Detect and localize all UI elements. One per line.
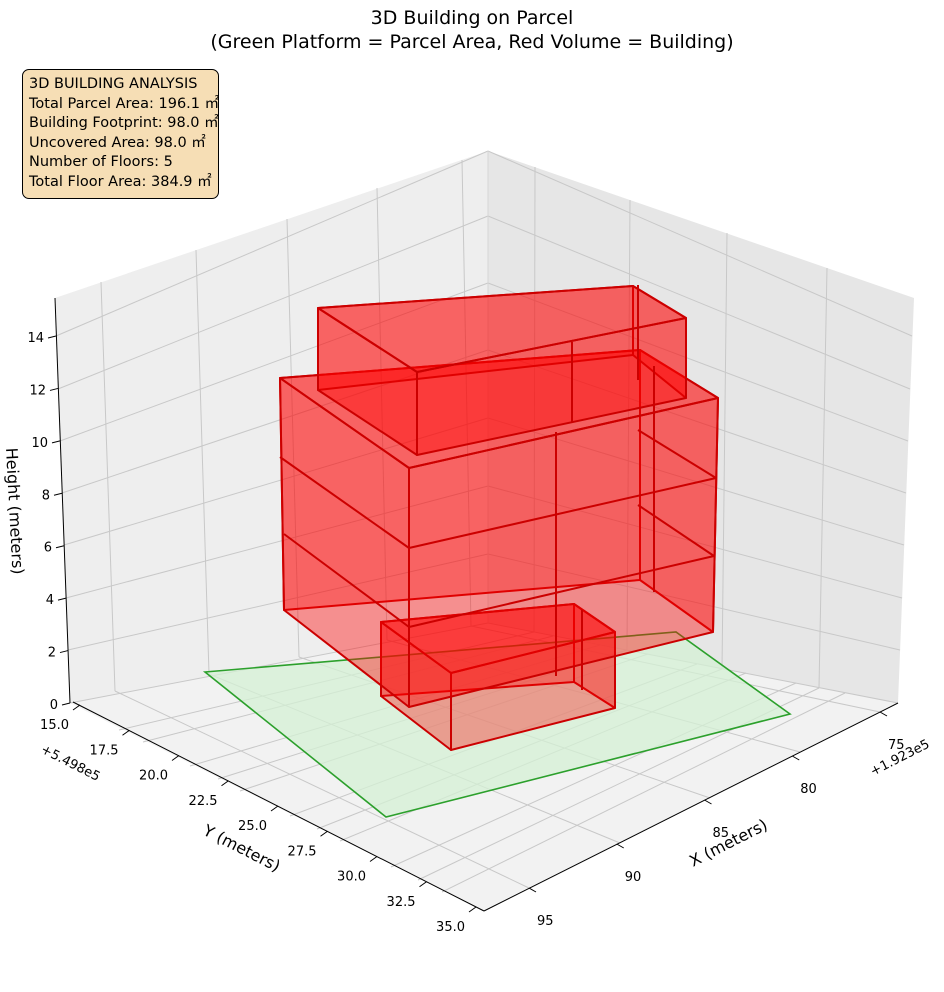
y-tick-label: 20.0 [139,769,168,784]
z-ticks: 0 2 4 6 8 10 12 14 [27,331,71,713]
grid-line [114,690,530,889]
y-tick-label: 32.5 [387,895,416,910]
z-tick-mark [59,650,69,654]
z-tick-mark [51,440,61,444]
y-tick-label: 17.5 [90,743,119,758]
y-tick-mark [468,906,477,913]
z-tick-label: 0 [50,698,58,713]
y-axis-line [72,701,485,912]
floor-line [283,533,715,628]
building-face [317,285,687,373]
x-tick-mark [792,755,800,761]
z-tick-label: 14 [27,331,44,346]
grid-line [55,150,489,337]
axis-lines [54,297,899,912]
x-tick-label: 85 [713,826,730,841]
z-axis-line [54,297,71,704]
building-face [279,349,719,469]
back-left-pane [55,151,488,703]
y-tick-mark [369,856,378,862]
x-tick-mark [704,799,712,805]
parcel-platform [202,631,792,818]
z-tick-label: 2 [48,646,56,661]
floor-line [279,456,717,549]
grid-line [487,150,913,337]
grid-line [533,166,536,633]
y-tick-label: 22.5 [189,794,218,809]
y-tick-label: 25.0 [238,819,267,834]
x-axis-label: X (meters) [686,815,770,871]
x-tick-mark [616,843,624,849]
y-tick-mark [122,729,130,736]
z-tick-mark [57,597,67,601]
grid-line [69,622,489,704]
x-tick-label: 75 [888,738,905,753]
z-tick-label: 4 [46,593,54,608]
y-tick-label: 27.5 [288,844,317,859]
y-tick-mark [221,780,229,787]
info-uncovered-area: Uncovered Area: 98.0 ㎡ [29,134,206,151]
grid-line [286,218,300,658]
z-tick-mark [47,335,57,339]
chart-title: 3D Building on Parcel (Green Platform = … [0,6,944,54]
title-line-1: 3D Building on Parcel [370,7,574,29]
y-tick-label: 35.0 [436,920,465,935]
z-tick-mark [61,702,71,706]
y-tick-mark [171,755,180,761]
grid-line [461,159,472,627]
y-tick-mark [419,881,427,888]
title-line-2: (Green Platform = Parcel Area, Red Volum… [210,31,734,53]
z-tick-label: 8 [42,488,50,503]
grid-line [721,232,728,670]
info-floors: Number of Floors: 5 [29,154,173,171]
grid-line [487,349,907,494]
grid-line [487,417,905,546]
x-tick-label: 80 [800,782,817,797]
z-axis-label: Height (meters) [2,447,28,575]
y-ticks: 15.0 17.5 20.0 22.5 25.0 27.5 30.0 32.5 35.0 [40,704,477,935]
grid-line [100,281,116,692]
floor-line [637,429,717,479]
grid-line [487,282,909,442]
grid-line [65,485,489,599]
x-tick-mark [528,887,537,893]
y-tick-mark [270,805,279,812]
grid-line [626,199,631,651]
grid-line [67,553,489,651]
building-analysis-box: 3D BUILDING ANALYSIS Total Parcel Area: … [22,69,219,199]
y-tick-mark [320,830,328,837]
x-tick-label: 95 [537,914,554,929]
x-tick-mark [879,711,888,717]
info-parcel-area: Total Parcel Area: 196.1 ㎡ [29,95,220,112]
info-footprint: Building Footprint: 98.0 ㎡ [29,115,219,132]
y-tick-mark [72,704,81,711]
grid-line [195,249,210,675]
grid-line [376,187,388,641]
z-tick-label: 12 [29,383,46,398]
info-heading: 3D BUILDING ANALYSIS [29,76,198,92]
grid-line [59,282,489,442]
z-tick-mark [53,492,63,496]
grid-line [57,215,489,390]
floor-line [637,504,715,557]
y-tick-label: 15.0 [40,718,69,733]
grid-line [487,215,911,390]
grid-line [441,692,846,893]
x-ticks: 75 80 85 90 95 [528,711,905,929]
y-tick-label: 30.0 [337,870,366,885]
z-tick-label: 10 [31,436,48,451]
x-axis-line [483,702,899,912]
z-tick-label: 6 [44,541,52,556]
info-floor-area: Total Floor Area: 384.9 ㎡ [29,173,212,190]
building-volume [279,285,719,751]
z-tick-mark [55,545,65,549]
z-tick-mark [49,387,59,391]
x-tick-label: 90 [625,870,642,885]
grid-line [818,267,828,689]
